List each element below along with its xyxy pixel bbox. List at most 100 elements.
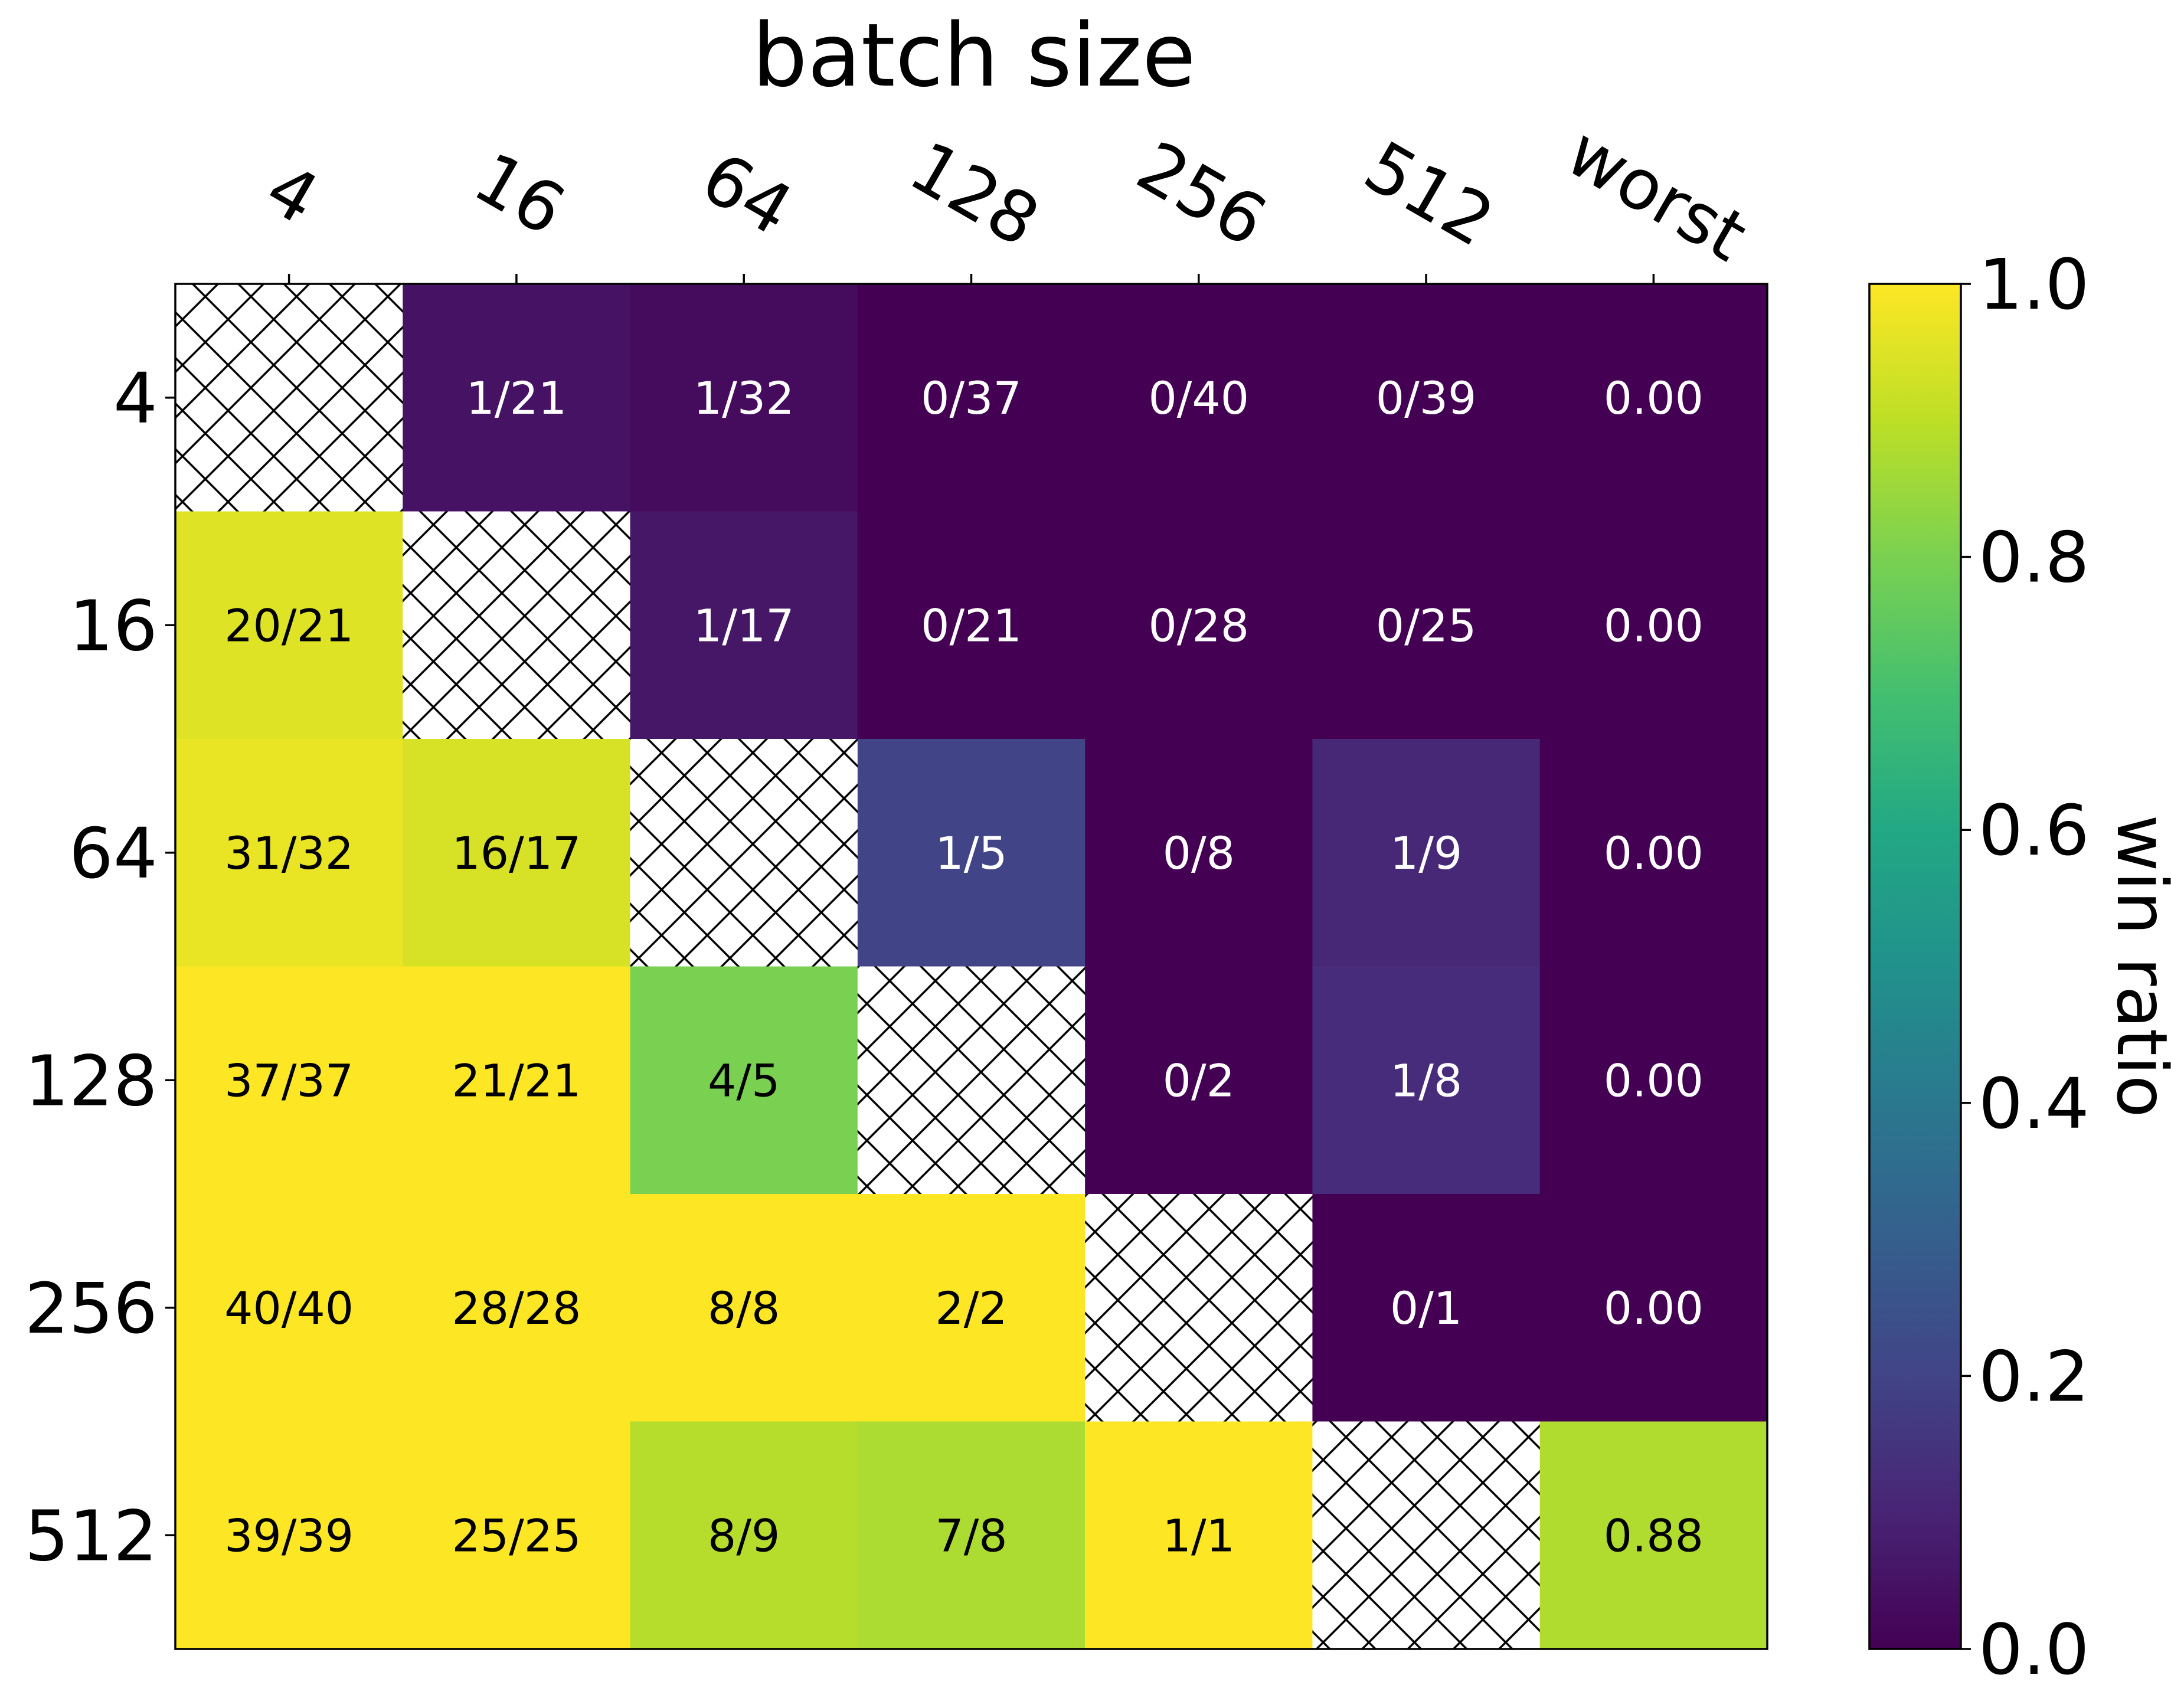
chart-title: batch size xyxy=(752,5,1196,106)
heatmap-cell xyxy=(1085,284,1313,512)
cell-label: 0/25 xyxy=(1376,599,1477,652)
cell-label: 1/1 xyxy=(1163,1509,1235,1562)
x-tick-label: worst xyxy=(1554,110,1760,277)
cell-label: 21/21 xyxy=(452,1054,581,1107)
heatmap-cell xyxy=(403,284,631,512)
cell-label: 0.00 xyxy=(1604,372,1704,424)
heatmap-cell xyxy=(630,1194,858,1422)
heatmap-cell xyxy=(1312,1194,1541,1422)
colorbar-tick-label: 0.8 xyxy=(1979,517,2090,598)
cell-label: 0/28 xyxy=(1148,599,1249,652)
heatmap-cell xyxy=(403,739,631,967)
cell-label: 1/32 xyxy=(694,372,794,424)
cell-label: 0.88 xyxy=(1604,1509,1704,1562)
y-tick-label: 64 xyxy=(69,813,158,894)
x-tick-label: 64 xyxy=(688,136,806,251)
cell-label: 28/28 xyxy=(452,1282,581,1334)
heatmap-cell xyxy=(630,1421,858,1650)
heatmap-cell xyxy=(1539,966,1768,1195)
cell-label: 0.00 xyxy=(1604,827,1704,879)
heatmap-cell xyxy=(1085,1421,1313,1650)
y-axis-ticks: 4 16 64 128 256 512 xyxy=(25,358,175,1576)
cell-label: 1/21 xyxy=(466,372,567,424)
heatmap-cell xyxy=(857,284,1086,512)
heatmap-cell xyxy=(403,966,631,1195)
cell-label: 4/5 xyxy=(708,1054,780,1107)
cell-label: 39/39 xyxy=(224,1509,354,1562)
heatmap-cell xyxy=(1539,511,1768,740)
cell-label: 40/40 xyxy=(224,1282,354,1334)
cell-label: 0/8 xyxy=(1163,827,1235,879)
cell-label: 16/17 xyxy=(452,827,581,879)
cell-label: 0/2 xyxy=(1163,1054,1235,1107)
heatmap-cell xyxy=(175,966,403,1195)
heatmap-cell xyxy=(1085,739,1313,967)
cell-label: 25/25 xyxy=(452,1509,581,1562)
plot-frame xyxy=(174,283,1768,1650)
cell-label: 0/40 xyxy=(1148,372,1249,424)
diagonal-cell xyxy=(630,739,858,967)
heatmap-cell xyxy=(857,1421,1086,1650)
heatmap-cell xyxy=(1539,1194,1768,1422)
x-tick-label: 16 xyxy=(461,136,578,251)
cell-label: 0/21 xyxy=(921,599,1022,652)
cell-label: 7/8 xyxy=(935,1509,1007,1562)
heatmap-cell xyxy=(630,966,858,1195)
colorbar-tick-label: 0.6 xyxy=(1979,790,2090,871)
heatmap-cells xyxy=(175,284,1768,1650)
x-tick-label: 128 xyxy=(897,125,1052,262)
heatmap-cell xyxy=(1085,966,1313,1195)
cell-label: 0.00 xyxy=(1604,1054,1704,1107)
heatmap-cell xyxy=(175,739,403,967)
colorbar-label: win ratio xyxy=(2101,814,2171,1118)
diagonal-cell xyxy=(175,284,403,512)
cell-label: 1/17 xyxy=(694,599,794,652)
heatmap-cell xyxy=(630,511,858,740)
heatmap-cell xyxy=(857,1194,1086,1422)
cell-label: 1/5 xyxy=(935,827,1007,879)
y-tick-label: 512 xyxy=(25,1495,158,1576)
heatmap-cell xyxy=(630,284,858,512)
diagonal-cell xyxy=(857,966,1086,1195)
y-tick-label: 128 xyxy=(25,1040,158,1121)
heatmap-cell xyxy=(1312,511,1541,740)
cell-label: 8/9 xyxy=(708,1509,780,1562)
x-tick-label: 256 xyxy=(1124,125,1280,262)
heatmap-cell xyxy=(1539,1421,1768,1650)
cell-label: 2/2 xyxy=(935,1282,1007,1334)
cell-label: 20/21 xyxy=(224,599,354,652)
y-tick-label: 256 xyxy=(25,1268,158,1349)
x-axis-ticks: 4 16 64 128 256 512 worst xyxy=(253,110,1760,284)
heatmap-cell xyxy=(1312,739,1541,967)
heatmap-cell xyxy=(1539,284,1768,512)
colorbar-tick-label: 0.4 xyxy=(1979,1063,2090,1144)
colorbar-ticks: 0.0 0.2 0.4 0.6 0.8 1.0 xyxy=(1961,244,2090,1690)
x-tick-label: 512 xyxy=(1352,125,1508,262)
diagonal-cell xyxy=(1085,1194,1313,1422)
y-tick-label: 4 xyxy=(113,358,158,439)
heatmap-cell xyxy=(175,1421,403,1650)
diagonal-cell xyxy=(1312,1421,1541,1650)
heatmap-cell xyxy=(1312,284,1541,512)
colorbar-tick-label: 0.2 xyxy=(1979,1336,2090,1417)
heatmap-cell xyxy=(175,511,403,740)
heatmap-cell xyxy=(1085,511,1313,740)
cell-label: 0.00 xyxy=(1604,599,1704,652)
colorbar xyxy=(1868,283,1962,1650)
cell-label: 8/8 xyxy=(708,1282,780,1334)
colorbar-tick-label: 1.0 xyxy=(1979,244,2090,325)
cell-label: 1/8 xyxy=(1390,1054,1462,1107)
heatmap-cell xyxy=(1539,739,1768,967)
cell-label: 1/9 xyxy=(1390,827,1462,879)
cell-label: 0.00 xyxy=(1604,1282,1704,1334)
heatmap-cell-labels: 1/21 1/32 0/37 0/40 0/39 0.00 20/21 1/17 0/21 0/2… xyxy=(224,372,1704,1562)
x-tick-label: 4 xyxy=(253,148,332,240)
cell-label: 0/1 xyxy=(1390,1282,1462,1334)
heatmap-cell xyxy=(857,739,1086,967)
colorbar-tick-label: 0.0 xyxy=(1979,1609,2090,1690)
heatmap-cell xyxy=(1312,966,1541,1195)
heatmap-cell xyxy=(403,1194,631,1422)
cell-label: 0/39 xyxy=(1376,372,1477,424)
heatmap-cell xyxy=(857,511,1086,740)
